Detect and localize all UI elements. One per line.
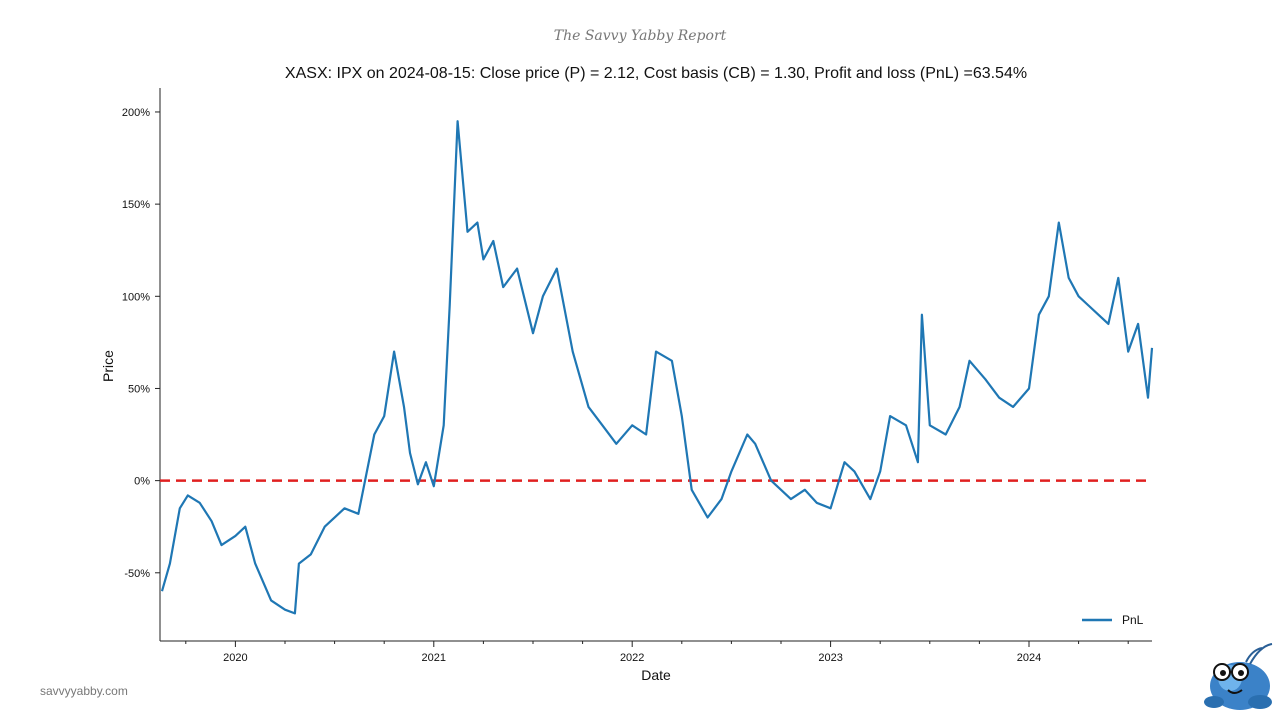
x-tick-label: 2022 (620, 652, 644, 664)
legend-label-pnl: PnL (1122, 613, 1144, 627)
y-tick-label: 200% (122, 107, 150, 119)
x-tick-label: 2024 (1017, 652, 1041, 664)
pnl-series-line (160, 120, 1154, 615)
y-tick-label: -50% (124, 568, 150, 580)
y-tick-label: 150% (122, 199, 150, 211)
chart-title: XASX: IPX on 2024-08-15: Close price (P)… (285, 65, 1027, 82)
x-axis-label: Date (641, 667, 671, 683)
y-axis: -50% 0% 50% 100% 150% 200% (122, 107, 160, 580)
y-axis-label: Price (100, 350, 116, 382)
y-tick-label: 0% (134, 476, 150, 488)
x-tick-label: 2023 (818, 652, 842, 664)
x-tick-label: 2021 (422, 652, 446, 664)
y-tick-label: 100% (122, 291, 150, 303)
x-axis: 2020 2021 2022 2023 2024 (185, 641, 1129, 664)
website-url: savvyyabby.com (40, 684, 128, 698)
legend: PnL (1082, 613, 1144, 627)
yabby-mascot-icon (1204, 643, 1273, 710)
x-tick-label: 2020 (223, 652, 247, 664)
report-name: The Savvy Yabby Report (553, 28, 727, 44)
y-tick-label: 50% (128, 383, 150, 395)
